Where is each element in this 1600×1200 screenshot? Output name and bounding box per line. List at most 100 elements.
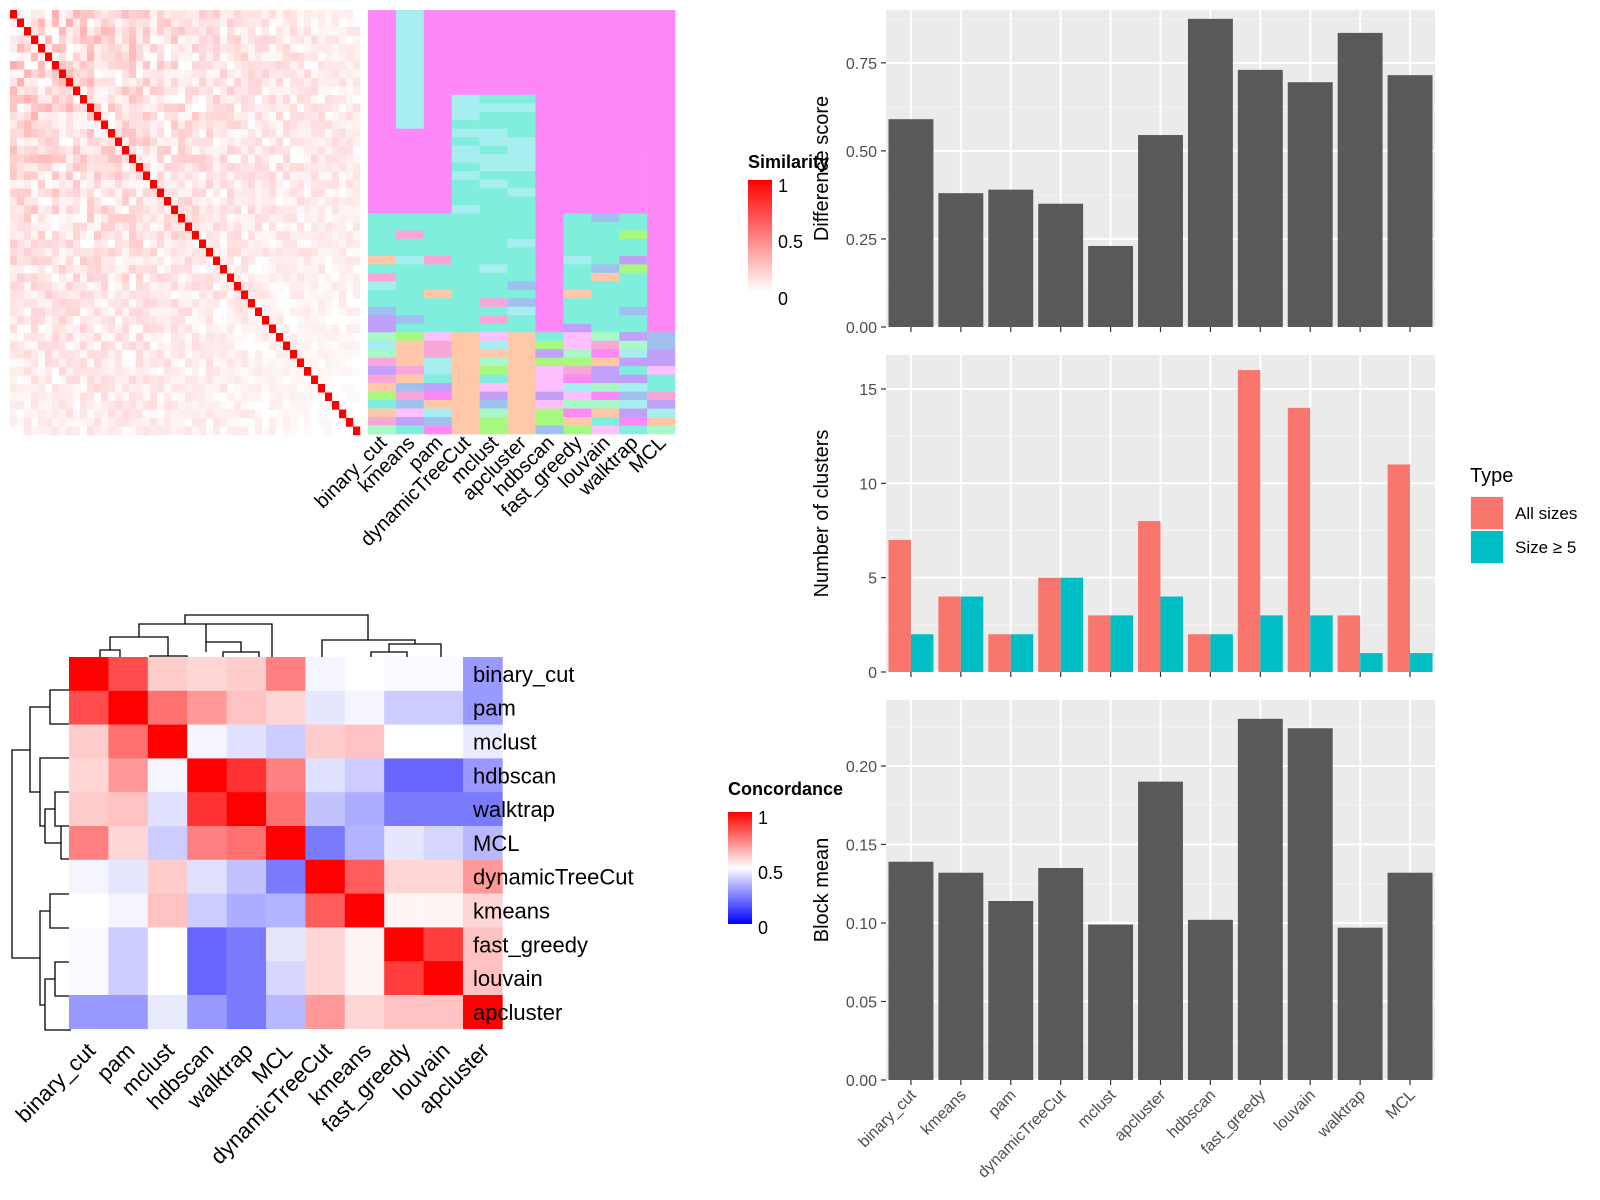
similarity-cell [143,18,151,28]
similarity-cell [10,129,18,138]
membership-cell [423,196,453,206]
similarity-cell [269,69,277,79]
similarity-cell [276,222,284,232]
similarity-cell [318,69,326,79]
similarity-cell [213,35,221,45]
similarity-cell [171,409,179,419]
similarity-cell [192,112,200,121]
similarity-cell [248,248,256,257]
similarity-cell [66,188,74,198]
similarity-cell [339,86,347,96]
similarity-cell [227,69,235,79]
similarity-cell [206,265,214,274]
membership-cell [647,400,676,409]
similarity-cell [17,78,25,87]
bar [1088,924,1134,1080]
membership-cell [395,374,425,384]
membership-cell [619,306,648,316]
similarity-cell [283,222,291,232]
similarity-cell [150,137,158,147]
similarity-cell [304,171,312,181]
similarity-cell [276,86,284,96]
membership-cell [507,289,536,299]
similarity-cell [241,358,249,368]
similarity-cell [178,392,186,402]
similarity-cell [87,171,95,181]
similarity-cell [129,256,137,266]
similarity-cell [129,367,137,376]
membership-cell [479,188,508,197]
similarity-cell [164,10,172,19]
membership-cell [563,69,592,79]
membership-cell [591,18,620,28]
similarity-cell [150,69,158,79]
similarity-cell [115,52,123,62]
similarity-cell [66,120,74,130]
similarity-cell [80,78,88,87]
membership-cell [451,340,480,350]
similarity-cell [24,299,32,308]
similarity-cell [339,341,347,351]
similarity-cell [213,299,221,308]
similarity-cell [45,239,53,249]
similarity-cell [101,384,109,393]
similarity-cell [45,146,53,155]
similarity-cell [339,265,347,274]
membership-cell [507,340,536,350]
similarity-cell [290,78,298,87]
similarity-cell [199,282,207,291]
similarity-cell [227,341,235,351]
similarity-cell [108,392,116,402]
similarity-cell [178,409,186,419]
type-legend-swatch-size-ge5 [1471,531,1503,563]
similarity-cell [52,86,60,96]
similarity-cell [220,95,228,104]
membership-cell [479,315,508,325]
similarity-cell [276,103,284,113]
similarity-cell [157,231,165,240]
similarity-cell [52,112,60,121]
similarity-cell [143,426,151,436]
similarity-cell [213,222,221,232]
similarity-cell [297,27,305,36]
similarity-cell [248,282,256,291]
similarity-cell [318,290,326,300]
similarity-cell [283,333,291,342]
similarity-cell [24,120,32,130]
similarity-cell [241,86,249,96]
similarity-cell [290,205,298,215]
membership-cell [619,391,648,401]
membership-cell [563,272,592,282]
membership-cell [507,86,536,96]
similarity-cell [94,282,102,291]
similarity-cell [332,188,340,198]
similarity-cell [269,256,277,266]
membership-cell [423,332,453,342]
similarity-cell [269,171,277,181]
concordance-row-label: fast_greedy [473,932,588,957]
similarity-cell [10,188,18,198]
membership-cell [395,332,425,342]
membership-cell [368,425,397,435]
similarity-cell [276,401,284,410]
membership-cell [368,26,397,36]
membership-cell [507,323,536,333]
similarity-cell [304,44,312,53]
similarity-cell [220,409,228,419]
similarity-cell [94,358,102,368]
concordance-cell [305,893,346,928]
similarity-cell [73,78,81,87]
similarity-cell [17,69,25,79]
similarity-cell [206,61,214,70]
similarity-cell [164,86,172,96]
similarity-cell [206,163,214,172]
concordance-cell [266,893,306,928]
similarity-cell [164,103,172,113]
similarity-cell [136,154,144,164]
similarity-cell [248,384,256,393]
similarity-cell [290,163,298,172]
similarity-cell [59,401,67,410]
concordance-cell [305,792,346,827]
similarity-cell [157,52,165,62]
